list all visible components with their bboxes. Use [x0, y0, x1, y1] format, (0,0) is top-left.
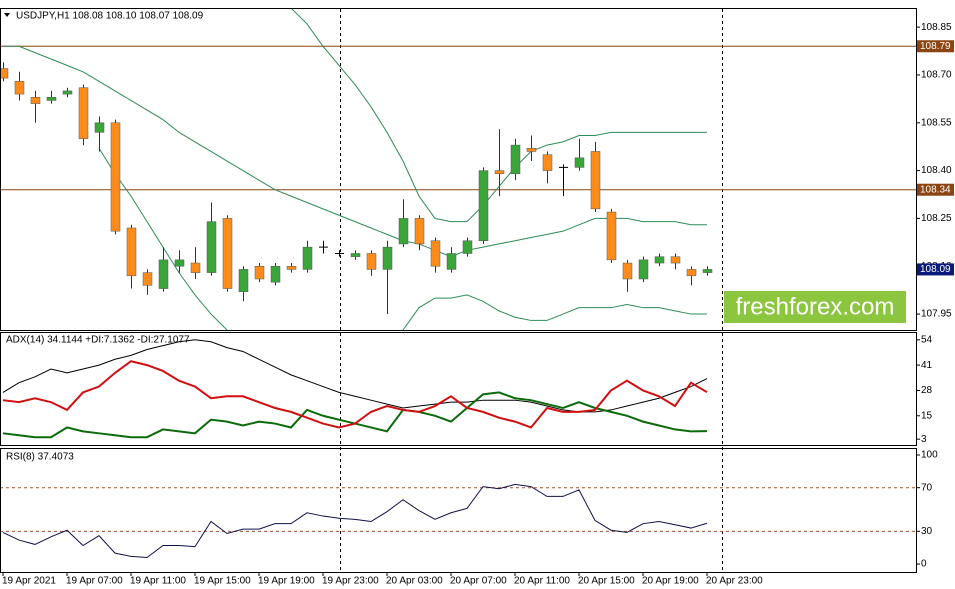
- y-tick-label: 3: [921, 434, 927, 445]
- candle-body: [78, 87, 89, 139]
- y-tick-label: 70: [921, 482, 933, 493]
- candle-body: [670, 256, 681, 264]
- candle-body: [590, 151, 601, 210]
- candle-body: [686, 269, 697, 277]
- x-tick-label: 19 Apr 15:00: [194, 576, 251, 587]
- x-tick-label: 20 Apr 23:00: [706, 576, 763, 587]
- candle-body: [478, 170, 489, 241]
- candle-body: [190, 262, 201, 273]
- x-tick-label: 19 Apr 07:00: [66, 576, 123, 587]
- candle-body: [238, 269, 249, 292]
- y-tick-label: 108.55: [921, 117, 952, 128]
- x-tick-label: 20 Apr 03:00: [386, 576, 443, 587]
- candle-body: [126, 227, 137, 277]
- candle-body: [510, 144, 521, 175]
- x-tick-label: 20 Apr 15:00: [578, 576, 635, 587]
- x-tick-label: 20 Apr 19:00: [642, 576, 699, 587]
- y-tick-label: 100: [921, 450, 938, 461]
- candle-body: [446, 253, 457, 270]
- x-tick-label: 19 Apr 23:00: [322, 576, 379, 587]
- adx-plot: [2, 339, 708, 439]
- candle-body: [654, 256, 665, 264]
- candle-body: [174, 259, 185, 267]
- candle-body: [30, 97, 41, 104]
- candle-body: [158, 259, 169, 289]
- candle-body: [366, 253, 377, 270]
- candle-body: [574, 157, 585, 168]
- x-tick-label: 20 Apr 07:00: [450, 576, 507, 587]
- y-tick-label: 108.25: [921, 213, 952, 224]
- candle-body: [414, 218, 425, 245]
- adx-panel-frame: [0, 332, 917, 446]
- candle-body: [222, 218, 233, 289]
- candle-body: [622, 262, 633, 280]
- level-label: 108.34: [920, 184, 951, 195]
- y-tick-label: 107.95: [921, 309, 952, 320]
- indicator-line: [2, 360, 708, 429]
- candle-body: [462, 240, 473, 254]
- candle-body: [302, 246, 313, 270]
- candle-body: [494, 170, 505, 175]
- chart-title: USDJPY,H1 108.08 108.10 108.07 108.09: [16, 11, 204, 22]
- candle-body: [350, 253, 361, 257]
- candle-body: [46, 97, 57, 101]
- y-tick-label: 41: [921, 360, 933, 371]
- y-tick-label: 108.85: [921, 22, 952, 33]
- x-tick-label: 19 Apr 2021: [2, 576, 56, 587]
- level-label-box: [917, 183, 954, 196]
- candle-body: [1, 68, 9, 79]
- rsi-plot: [1, 483, 916, 559]
- y-tick-label: 0: [921, 559, 927, 570]
- candle-body: [62, 90, 73, 95]
- candle-body: [14, 81, 25, 95]
- x-tick-label: 19 Apr 11:00: [130, 576, 186, 587]
- rsi-title: RSI(8) 37.4073: [6, 452, 74, 463]
- x-tick-label: 19 Apr 19:00: [258, 576, 315, 587]
- main-panel-frame: [0, 8, 917, 331]
- y-tick-label: 28: [921, 385, 933, 396]
- rsi-panel-frame: [0, 448, 917, 573]
- y-tick-label: 15: [921, 410, 933, 421]
- candle-body: [382, 246, 393, 270]
- candle-body: [702, 269, 713, 273]
- candle-body: [206, 221, 217, 273]
- axes: 108.85108.70108.55108.40108.25108.10107.…: [2, 22, 954, 587]
- candle-body: [606, 211, 617, 261]
- candle-body: [270, 265, 281, 283]
- watermark-box: [724, 291, 906, 323]
- candle-body: [254, 265, 265, 280]
- level-label: 108.79: [920, 41, 951, 52]
- menu-arrow[interactable]: [4, 13, 10, 17]
- candle-body: [430, 240, 441, 267]
- y-tick-label: 108.70: [921, 70, 952, 81]
- x-tick-label: 20 Apr 11:00: [514, 576, 570, 587]
- last-price-label: 108.09: [920, 264, 951, 275]
- candle-body: [286, 265, 297, 270]
- watermark: freshforex.com: [736, 293, 895, 320]
- indicator-line: [3, 45, 707, 258]
- candle-body: [110, 122, 121, 232]
- y-tick-label: 108.40: [921, 165, 952, 176]
- indicator-line: [2, 391, 708, 439]
- y-tick-label: 30: [921, 526, 933, 537]
- candle-body: [542, 154, 553, 171]
- level-label-box: [917, 40, 954, 53]
- candle-body: [526, 148, 537, 152]
- candle-body: [398, 218, 409, 245]
- indicator-line: [2, 339, 708, 413]
- main-plot: [1, 9, 916, 330]
- candle-body: [638, 259, 649, 280]
- y-tick-label: 54: [921, 334, 933, 345]
- candle-body: [142, 272, 153, 286]
- adx-title: ADX(14) 34.1144 +DI:7.1362 -DI:27.1077: [6, 335, 190, 346]
- indicator-line: [2, 483, 708, 559]
- candle-body: [94, 122, 105, 133]
- last-price-box: [917, 263, 954, 276]
